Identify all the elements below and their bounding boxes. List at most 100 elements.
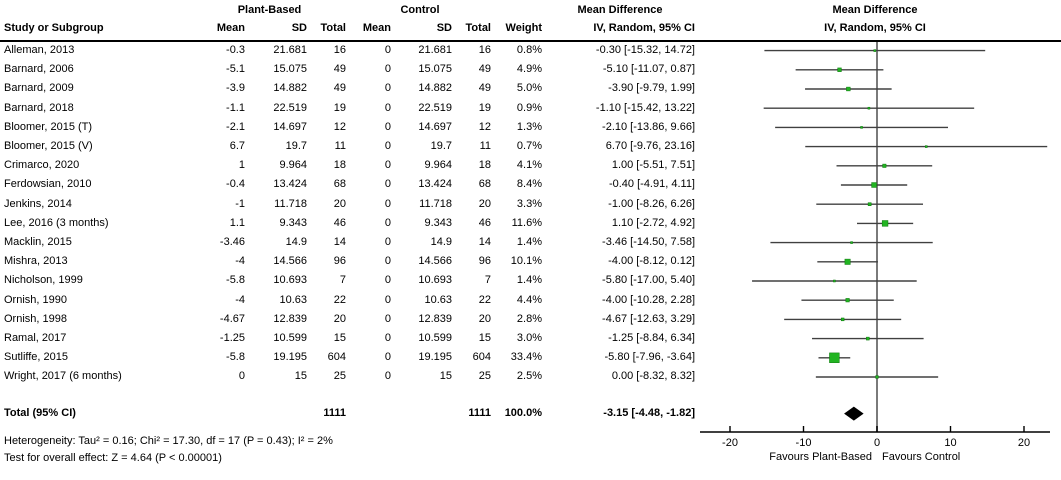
total2-cell: 14 <box>478 236 491 248</box>
total1-cell: 22 <box>333 293 346 306</box>
ci-text-cell: -3.46 [-14.50, 7.58] <box>602 236 695 248</box>
total-diamond <box>844 406 864 421</box>
weight-cell: 4.1% <box>516 159 542 172</box>
sd2-cell: 19.195 <box>418 351 452 364</box>
weight-cell: 1.4% <box>516 236 542 248</box>
total1-cell: 19 <box>333 101 346 114</box>
sd1-cell: 15.075 <box>273 63 307 76</box>
study-name: Ferdowsian, 2010 <box>4 178 92 191</box>
total1-cell: 68 <box>333 178 346 191</box>
total2-cell: 20 <box>478 312 491 325</box>
total1-cell: 15 <box>333 332 346 344</box>
weight-cell: 0.8% <box>516 44 542 56</box>
sd2-cell: 14.9 <box>430 236 452 248</box>
sd2-cell: 9.343 <box>424 216 452 229</box>
effect-marker <box>867 202 872 206</box>
mean2-cell: 0 <box>384 312 391 325</box>
study-name: Lee, 2016 (3 months) <box>4 216 109 229</box>
sd1-cell: 11.718 <box>274 197 307 210</box>
mean1-cell: -0.4 <box>226 178 245 191</box>
total2-cell: 7 <box>484 274 491 287</box>
sd2-cell: 15.075 <box>418 63 452 76</box>
study-name: Alleman, 2013 <box>4 44 75 56</box>
mean2-cell: 0 <box>384 274 391 287</box>
total1-cell: 25 <box>333 370 346 383</box>
effect-marker <box>833 279 836 283</box>
sd1-cell: 9.343 <box>279 216 307 229</box>
ci-text-cell: -5.10 [-11.07, 0.87] <box>602 63 695 76</box>
effect-marker <box>882 163 887 168</box>
mean2-cell: 0 <box>384 101 391 114</box>
sd1-cell: 10.63 <box>279 293 307 306</box>
sd2-cell: 11.718 <box>419 197 452 210</box>
study-name: Bloomer, 2015 (V) <box>4 140 93 152</box>
ci-text-cell: -0.30 [-15.32, 14.72] <box>595 44 695 56</box>
effect-marker <box>845 298 850 303</box>
axis-tick-label: -10 <box>796 437 812 449</box>
effect-marker <box>829 352 840 363</box>
mean1-cell: -2.1 <box>226 120 245 133</box>
total2-cell: 11 <box>479 140 491 152</box>
study-name: Crimarco, 2020 <box>4 159 80 172</box>
ci-text-cell: 6.70 [-9.76, 23.16] <box>605 140 695 152</box>
total2-cell: 16 <box>478 44 491 56</box>
mean1-header: Mean <box>216 22 245 34</box>
weight-cell: 33.4% <box>510 351 542 364</box>
effect-marker <box>924 145 928 148</box>
weight-cell: 0.7% <box>516 140 542 152</box>
mean1-cell: -5.8 <box>226 351 245 364</box>
sd1-cell: 14.9 <box>285 236 307 248</box>
mean2-cell: 0 <box>384 351 391 364</box>
sd2-cell: 9.964 <box>424 159 452 172</box>
sd1-cell: 12.839 <box>273 312 307 325</box>
mean1-cell: -1 <box>235 197 245 210</box>
mean1-cell: -5.1 <box>226 63 245 76</box>
total1-cell: 20 <box>333 312 346 325</box>
ci-text-cell: -4.00 [-10.28, 2.28] <box>602 293 695 306</box>
ci-text-cell: -1.00 [-8.26, 6.26] <box>608 197 695 210</box>
sd1-cell: 21.681 <box>273 44 307 56</box>
ci-text-cell: 1.00 [-5.51, 7.51] <box>611 159 695 172</box>
ci-text-cell: -5.80 [-7.96, -3.64] <box>604 351 696 364</box>
mean1-cell: -3.9 <box>226 82 245 95</box>
sd1-cell: 14.882 <box>273 82 307 95</box>
weight-cell: 4.9% <box>516 63 542 76</box>
sd1-cell: 15 <box>294 370 307 383</box>
study-name: Mishra, 2013 <box>4 255 68 268</box>
total2-cell: 1111 <box>468 407 491 419</box>
total1-cell: 96 <box>333 255 346 268</box>
md-plot-title: Mean Difference <box>832 4 918 16</box>
weight-cell: 1.3% <box>516 120 542 133</box>
md-text-column-title: Mean Difference <box>577 4 663 16</box>
favours-right-label: Favours Control <box>882 451 960 463</box>
sd1-cell: 10.693 <box>273 274 307 287</box>
total2-header: Total <box>465 22 491 34</box>
mean2-cell: 0 <box>384 236 391 248</box>
group1-header: Plant-Based <box>237 4 302 16</box>
mean1-cell: -5.8 <box>226 274 245 287</box>
total2-cell: 68 <box>478 178 491 191</box>
effect-marker <box>860 126 863 129</box>
study-column-header: Study or Subgroup <box>4 22 104 34</box>
total2-cell: 20 <box>478 197 491 210</box>
total2-cell: 22 <box>478 293 491 306</box>
sd2-cell: 22.519 <box>418 101 452 114</box>
mean2-cell: 0 <box>384 44 391 56</box>
sd2-cell: 10.599 <box>418 332 452 344</box>
sd2-cell: 10.693 <box>418 274 452 287</box>
ci-text-cell: -5.80 [-17.00, 5.40] <box>602 274 695 287</box>
weight-header: Weight <box>505 22 542 34</box>
sd2-cell: 14.566 <box>418 255 452 268</box>
sd2-cell: 10.63 <box>424 293 452 306</box>
mean1-cell: 1.1 <box>229 216 245 229</box>
mean2-cell: 0 <box>384 120 391 133</box>
sd2-cell: 19.7 <box>430 140 452 152</box>
sd2-cell: 15 <box>439 370 452 383</box>
study-name: Sutliffe, 2015 <box>4 351 69 364</box>
study-name: Barnard, 2018 <box>4 101 74 114</box>
overall-effect-footnote: Test for overall effect: Z = 4.64 (P < 0… <box>4 452 222 464</box>
total1-cell: 14 <box>333 236 346 248</box>
total1-cell: 16 <box>333 44 346 56</box>
md-plot-subtitle: IV, Random, 95% CI <box>824 22 926 34</box>
